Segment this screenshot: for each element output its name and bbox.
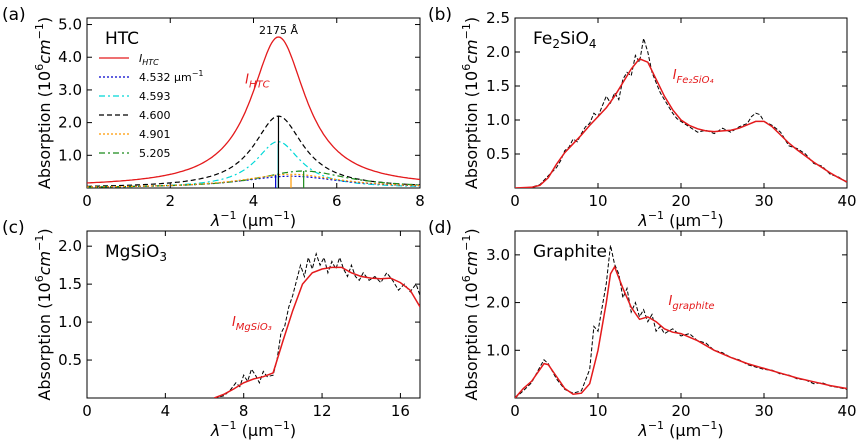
panel-title: Graphite (533, 242, 607, 262)
x-tick-label: 40 (837, 402, 856, 420)
x-tick-label: 0 (510, 192, 520, 210)
plot-area (515, 38, 847, 188)
peak-annotation: 2175 Å (259, 24, 298, 37)
smooth-fit-line (214, 266, 420, 398)
curve-annotation: IFe₂SiO₄ (673, 68, 714, 86)
series-line-I_HTC (87, 36, 420, 184)
axes-frame (86, 230, 421, 399)
legend-entry: 4.593 (139, 90, 171, 103)
panel-label: (a) (2, 5, 26, 25)
plot-area (87, 36, 420, 188)
x-tick-label: 12 (313, 402, 332, 420)
plot-area (214, 252, 420, 398)
x-tick-label: 20 (671, 192, 690, 210)
legend-entry: IHTC (139, 52, 159, 67)
panel-c: 0 4 8 12 16 0.5 1.0 1.5 2.0 (c) MgSiO3 λ−1 (μm−1) Ab… (2, 218, 421, 440)
legend-entry: 4.600 (139, 109, 171, 122)
x-tick-label: 10 (588, 192, 607, 210)
curve-annotation: IMgSiO₃ (232, 315, 272, 333)
legend-entry: 4.532 μm−1 (139, 69, 204, 84)
x-tick-label: 10 (588, 402, 607, 420)
y-tick-label: 0.5 (58, 351, 82, 369)
noisy-data-line (214, 252, 420, 398)
x-tick-label: 30 (754, 402, 773, 420)
y-axis-label: Absorption (106cm−1) (460, 17, 481, 189)
y-tick-label: 2.0 (58, 237, 82, 255)
panel-title: HTC (105, 29, 139, 49)
x-tick-label: 4 (249, 192, 259, 210)
x-tick-label: 40 (837, 192, 856, 210)
y-axis-label: Absorption (106cm−1) (33, 228, 54, 400)
panel-label: (d) (428, 218, 452, 238)
x-tick-label: 0 (510, 402, 520, 420)
x-tick-label: 8 (415, 192, 425, 210)
y-tick-label: 1.5 (58, 275, 82, 293)
y-tick-label: 5.0 (58, 16, 82, 34)
y-tick-label: 1.0 (486, 341, 510, 359)
y-tick-label: 2.0 (486, 43, 510, 61)
x-tick-label: 0 (82, 402, 92, 420)
x-axis-label: λ−1 (μm−1) (637, 419, 723, 440)
y-tick-label: 1.0 (58, 146, 82, 164)
y-tick-label: 1.5 (486, 77, 510, 95)
y-axis-label: Absorption (106cm−1) (33, 17, 54, 189)
panel-a: 0 2 4 6 8 1.0 2.0 3.0 4.0 5.0 (a) HTC λ−1 (μm−1) Abso… (2, 5, 425, 230)
panel-label: (b) (428, 5, 452, 25)
y-axis-label: Absorption (106cm−1) (460, 228, 481, 400)
legend-entry: 5.205 (139, 147, 171, 160)
y-tick-label: 3.0 (58, 81, 82, 99)
plot-area (515, 245, 847, 398)
x-axis-label: λ−1 (μm−1) (210, 209, 296, 230)
x-tick-label: 6 (332, 192, 342, 210)
x-tick-label: 8 (239, 402, 249, 420)
y-tick-label: 2.5 (486, 9, 510, 27)
x-tick-label: 2 (165, 192, 175, 210)
noisy-data-line (515, 245, 847, 398)
x-tick-label: 16 (391, 402, 410, 420)
y-tick-label: 4.0 (58, 48, 82, 66)
y-tick-label: 3.0 (486, 246, 510, 264)
y-tick-label: 1.0 (486, 111, 510, 129)
panel-title: Fe2SiO4 (533, 29, 597, 51)
x-tick-label: 20 (671, 402, 690, 420)
y-tick-label: 1.0 (58, 313, 82, 331)
legend-entry: 4.901 (139, 128, 171, 141)
y-tick-label: 2.0 (486, 294, 510, 312)
x-tick-label: 30 (754, 192, 773, 210)
y-tick-label: 0.5 (486, 145, 510, 163)
x-axis-label: λ−1 (μm−1) (637, 209, 723, 230)
curve-annotation: Igraphite (669, 294, 715, 312)
x-axis-label: λ−1 (μm−1) (210, 419, 296, 440)
panel-d: 0 10 20 30 40 1.0 2.0 3.0 (d) Graphite λ−1 (μm−1) A… (428, 218, 857, 440)
noisy-data-line (515, 38, 847, 188)
x-tick-label: 0 (82, 192, 92, 210)
series-line-4.600 (87, 115, 420, 187)
panel-title: MgSiO3 (105, 242, 167, 264)
panel-label: (c) (2, 218, 25, 238)
smooth-fit-line (515, 57, 847, 188)
series-line-4.593 (87, 140, 420, 188)
panel-b: 0 10 20 30 40 0.5 1.0 1.5 2.0 2.5 (b) Fe2SiO4 λ−1 (μ… (428, 5, 857, 230)
smooth-fit-line (515, 265, 847, 398)
curve-annotation: IHTC (245, 72, 269, 90)
y-tick-label: 2.0 (58, 114, 82, 132)
x-tick-label: 4 (161, 402, 171, 420)
